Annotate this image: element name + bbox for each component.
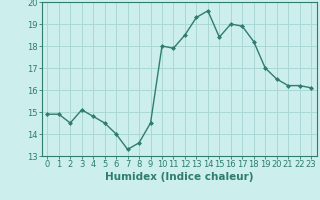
X-axis label: Humidex (Indice chaleur): Humidex (Indice chaleur): [105, 172, 253, 182]
